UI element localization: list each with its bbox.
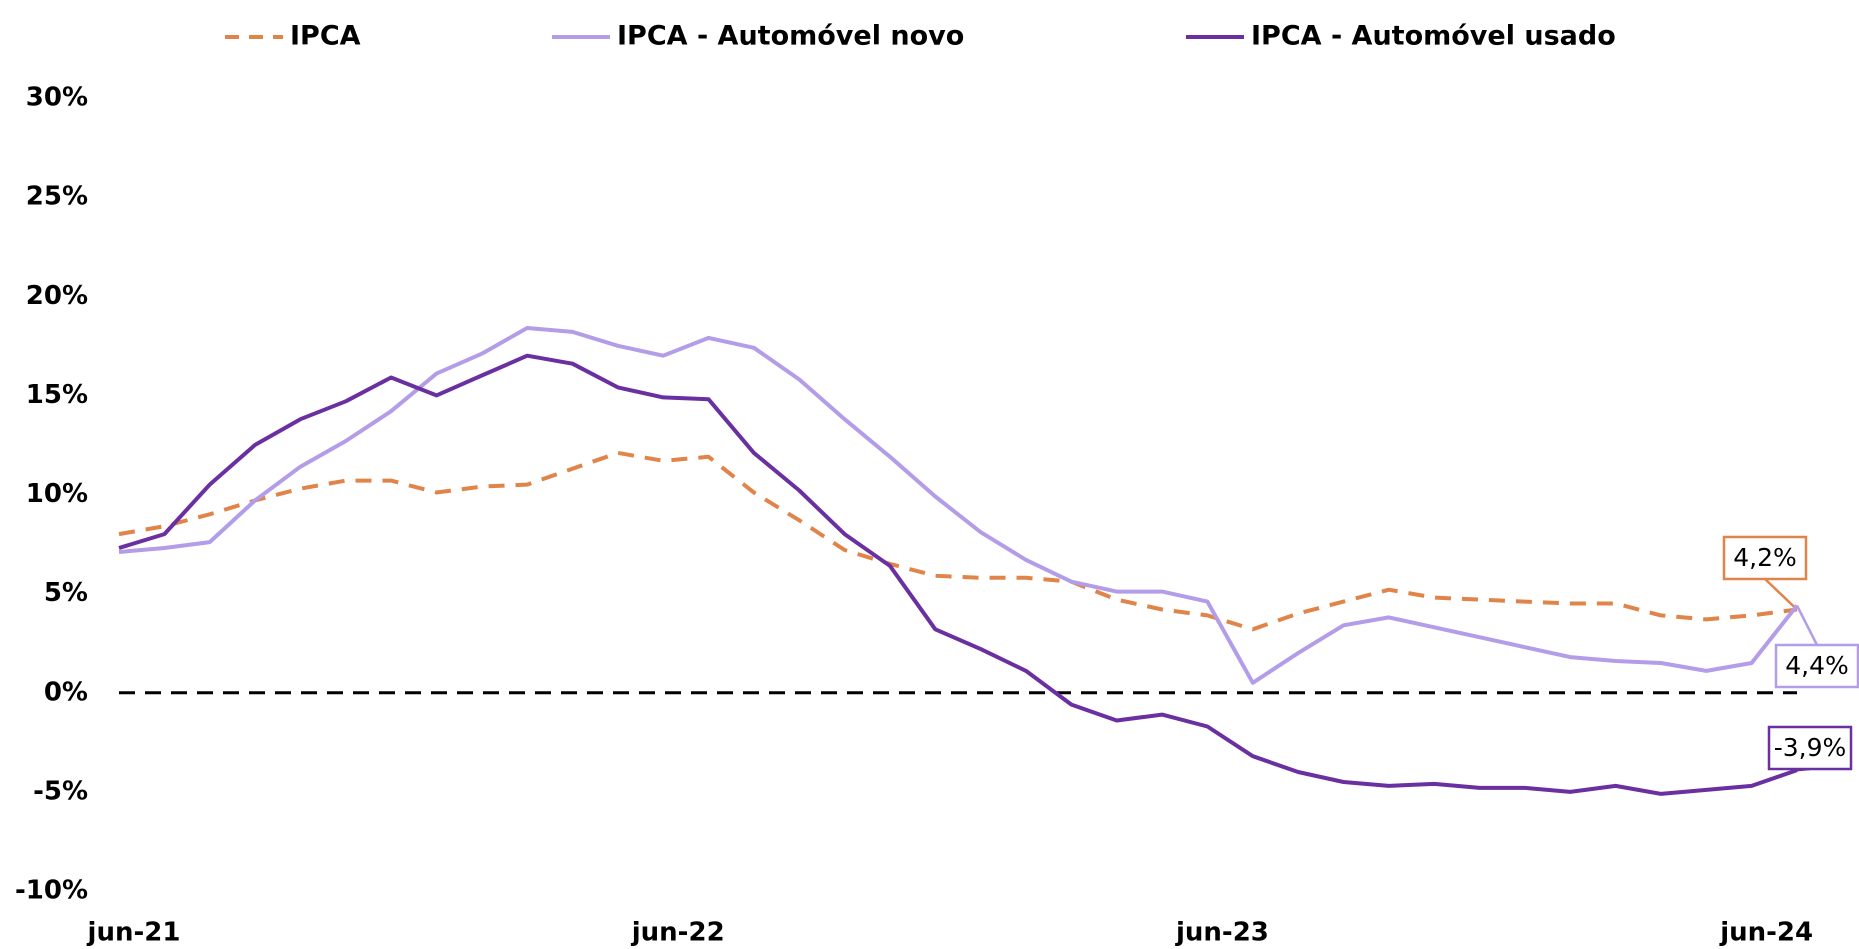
annotation-label: 4,2% <box>1733 543 1797 572</box>
series-line <box>118 326 1799 685</box>
y-tick-label: -10% <box>15 876 88 906</box>
annotation-box <box>1767 725 1853 771</box>
y-tick-label: 10% <box>26 479 88 509</box>
x-tick-label: jun-23 <box>1175 918 1269 948</box>
series-line <box>118 450 1798 632</box>
x-tick-label: jun-24 <box>1719 918 1813 948</box>
annotation-connector <box>1795 604 1819 646</box>
y-tick-label: 15% <box>26 380 88 410</box>
annotation-box <box>1722 535 1808 581</box>
y-tick-label: -5% <box>33 776 88 806</box>
y-tick-label: 30% <box>26 83 88 113</box>
annotation-connector <box>1764 578 1798 611</box>
annotation-box <box>1774 643 1859 689</box>
annotation-label: -3,9% <box>1774 733 1847 762</box>
series-line <box>118 353 1798 796</box>
y-tick-label: 0% <box>44 677 88 707</box>
annotation-label: 4,4% <box>1785 651 1849 680</box>
y-tick-label: 25% <box>26 182 88 212</box>
legend-label: IPCA - Automóvel novo <box>617 21 964 52</box>
x-tick-label: jun-21 <box>87 918 181 948</box>
legend-label: IPCA - Automóvel usado <box>1251 21 1616 52</box>
y-tick-label: 20% <box>26 281 88 311</box>
x-tick-label: jun-22 <box>631 918 725 948</box>
legend-label: IPCA <box>290 21 361 52</box>
y-tick-label: 5% <box>44 578 88 608</box>
